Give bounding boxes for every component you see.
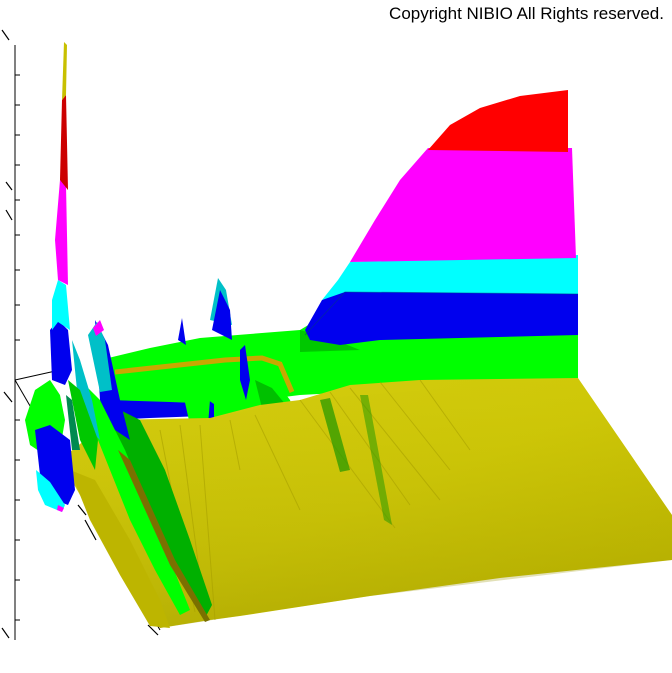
surface-left-spike [25,42,100,512]
surface-band-cyan-rise [322,255,578,300]
ridge-yellow-front [70,470,170,628]
ridge-dark-streak [118,450,210,622]
surface-band-blue-rise [305,290,578,345]
copyright-notice: Copyright NIBIO All Rights reserved. [389,4,664,23]
spike-yellow-tip [62,42,67,100]
surface-floor [60,378,672,628]
spike-magenta-tip-base [57,505,64,512]
spike-teal-edge [66,395,80,450]
ridge-darkgreen-1 [100,400,212,618]
spike-red-body [60,95,68,190]
spike-cyan-right [72,340,100,440]
surface-rise [300,90,579,378]
surface-band-green-back [100,318,578,415]
ridge-cyan-1 [88,322,112,392]
surface-band-green-rise [300,332,578,378]
spike-blue-body [50,320,72,385]
spike-cyan-body [52,280,70,330]
surface-band-red-rise [428,90,568,152]
z-axis-ticks [15,74,20,621]
surface-band-magenta-rise [350,148,576,262]
spike-blue-1 [212,290,232,340]
ridge-green-1 [80,380,190,615]
spike-green-mid-2 [180,372,210,425]
spike-green-right [68,380,98,470]
ridge-magenta-1 [93,320,104,336]
surface-front-ridges [70,320,212,628]
spike-cyan-base [36,470,65,512]
spike-blue-mid [240,345,250,400]
spike-magenta-body [55,180,68,285]
axis-tick-glyphs [1,29,159,639]
spike-blue-2 [178,318,186,345]
